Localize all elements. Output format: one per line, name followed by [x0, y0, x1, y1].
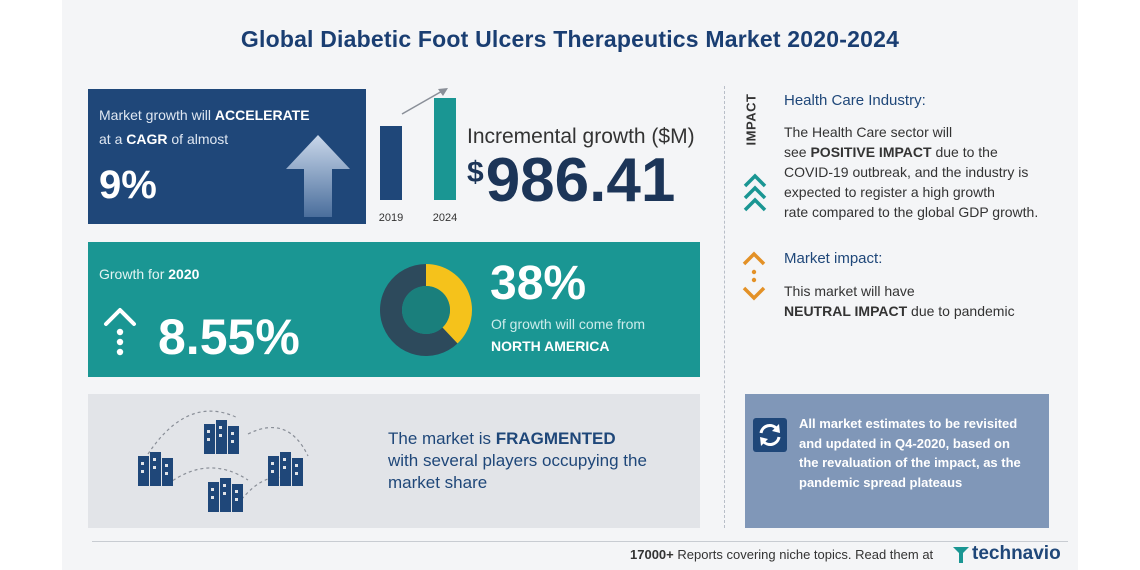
growth-panel: Growth for 2020 8.55% 38% Of growth will… — [88, 242, 700, 377]
health-care-text: The Health Care sector will see POSITIVE… — [784, 124, 1039, 220]
fragmented-panel: The market is FRAGMENTED with several pla… — [88, 394, 700, 528]
estimates-note-panel: All market estimates to be revisited and… — [745, 394, 1049, 528]
buildings-network-icon — [138, 410, 309, 512]
market-impact-title: Market impact: — [784, 250, 883, 267]
bar-2024 — [434, 98, 456, 200]
share-region: NORTH AMERICA — [491, 338, 610, 354]
bar-label-2019: 2019 — [378, 212, 404, 224]
bar-2019 — [380, 126, 402, 200]
share-percent: 38% — [490, 257, 587, 310]
donut-slice-share — [426, 264, 472, 344]
growth-label: Growth for 2020 — [99, 266, 200, 282]
column-divider — [724, 86, 725, 528]
incremental-label: Incremental growth ($M) — [467, 125, 695, 148]
refresh-icon — [753, 418, 787, 452]
incremental-bars: 2019 2024 — [370, 80, 470, 230]
page-title: Global Diabetic Foot Ulcers Therapeutics… — [240, 26, 900, 52]
neutral-impact-arrows-icon — [742, 251, 766, 301]
incremental-value: $986.41 — [467, 146, 676, 215]
double-chevron-up-icon — [743, 173, 767, 212]
technavio-logo[interactable]: technavio — [972, 543, 1061, 564]
share-donut-chart — [380, 264, 472, 356]
share-description: Of growth will come from — [491, 316, 646, 332]
impact-vertical-label: IMPACT — [743, 93, 759, 146]
growth-value: 8.55% — [158, 309, 300, 365]
technavio-logo-icon — [953, 547, 969, 563]
fragmented-text: The market is FRAGMENTED with several pla… — [388, 429, 647, 492]
donut-slice-rest — [380, 264, 458, 356]
cagr-panel: Market growth will ACCELERATE at a CAGR … — [88, 89, 366, 224]
dotted-up-arrow-icon — [104, 308, 136, 356]
trend-arrow-icon — [401, 88, 448, 115]
health-care-title: Health Care Industry: — [784, 92, 926, 109]
footer-text: 17000+ Reports covering niche topics. Re… — [630, 547, 934, 562]
cagr-value: 9% — [99, 163, 157, 207]
footer-rule — [92, 541, 1068, 542]
donut-center — [402, 286, 450, 334]
cagr-line-2: at a CAGR of almost — [99, 131, 229, 147]
market-impact-text: This market will have NEUTRAL IMPACT due… — [784, 283, 1015, 319]
cagr-line-1: Market growth will ACCELERATE — [99, 107, 310, 123]
bar-label-2024: 2024 — [432, 212, 458, 224]
up-arrow-icon — [286, 135, 350, 217]
estimates-note-text: All market estimates to be revisited and… — [799, 416, 1021, 490]
